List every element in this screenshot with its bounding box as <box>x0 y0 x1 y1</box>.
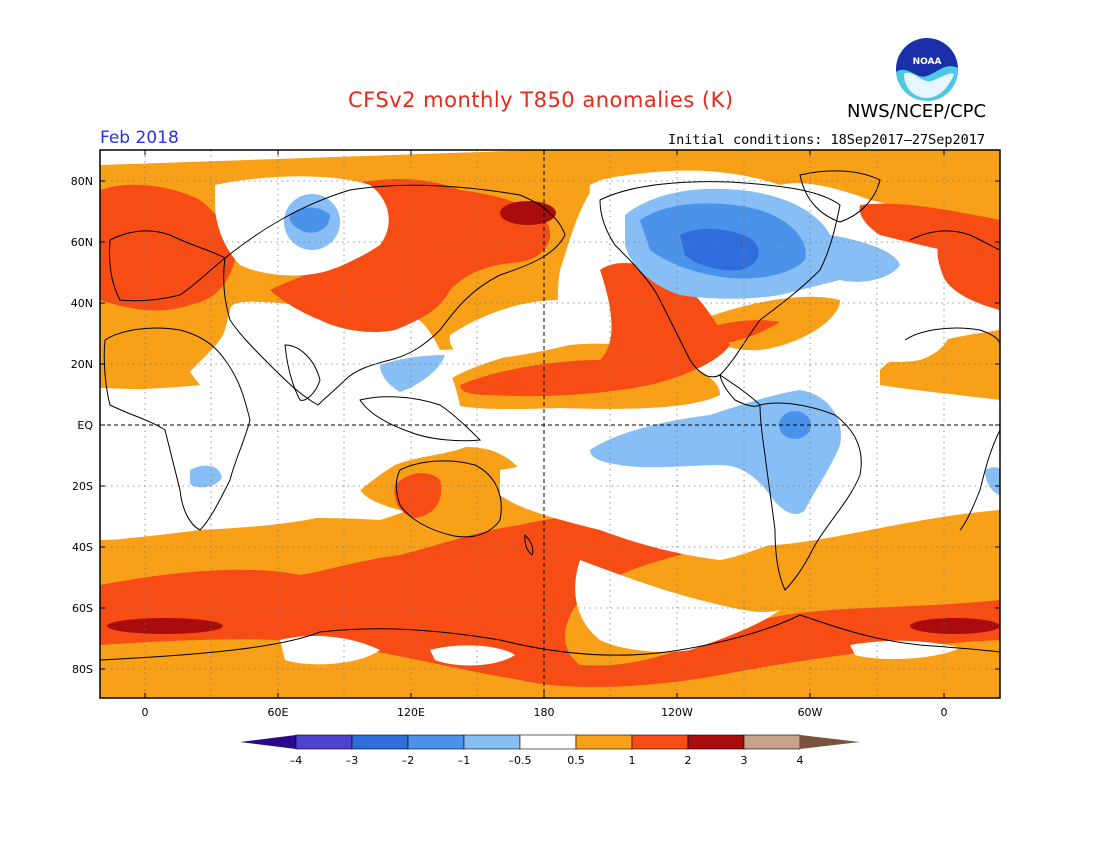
lat-tick-label: 80N <box>71 175 93 188</box>
colorbar-swatch <box>687 734 745 750</box>
colorbar-swatch <box>575 734 633 750</box>
graticule <box>100 150 1000 698</box>
colorbar: –4 –3 –2 –1 –0.5 0.5 1 2 3 4 <box>240 734 860 767</box>
lat-tick-label: EQ <box>77 419 93 432</box>
colorbar-arrow-low <box>240 735 296 749</box>
agency-label: NWS/NCEP/CPC <box>847 101 987 122</box>
plot-frame <box>99 149 1001 699</box>
lat-tick-label: 40N <box>71 297 93 310</box>
lat-ticks <box>100 180 1000 670</box>
colorbar-swatch <box>463 734 521 750</box>
lon-tick-label: 120W <box>661 706 693 719</box>
lon-axis: 0 60E 120E 180 120W 60W 0 <box>142 706 948 719</box>
colorbar-label: –1 <box>458 754 471 767</box>
anomaly-band-neutral <box>100 175 1000 666</box>
lon-tick-label: 60W <box>798 706 823 719</box>
initial-conditions: Initial conditions: 18Sep2017–27Sep2017 <box>668 132 985 148</box>
colorbar-label: –0.5 <box>509 754 532 767</box>
chart-title: CFSv2 monthly T850 anomalies (K) <box>348 88 734 112</box>
lat-tick-label: 60S <box>72 602 93 615</box>
lon-tick-label: 120E <box>397 706 425 719</box>
colorbar-label: 3 <box>741 754 748 767</box>
noaa-logo-text: NOAA <box>913 57 942 67</box>
lat-axis: 80N 60N 40N 20N EQ 20S 40S 60S 80S <box>71 175 94 676</box>
reference-lines <box>100 150 1000 698</box>
lat-tick-label: 80S <box>72 663 93 676</box>
anomaly-band-1-2 <box>100 178 1000 687</box>
colorbar-label: 4 <box>797 754 804 767</box>
colorbar-label: 0.5 <box>567 754 585 767</box>
colorbar-label: –3 <box>346 754 359 767</box>
lon-tick-label: 180 <box>534 706 555 719</box>
lat-tick-label: 20S <box>72 480 93 493</box>
colorbar-swatch <box>743 734 801 750</box>
forecast-period: Feb 2018 <box>100 128 179 148</box>
lat-tick-label: 20N <box>71 358 93 371</box>
colorbar-label: 2 <box>685 754 692 767</box>
lon-tick-label: 0 <box>941 706 948 719</box>
colorbar-label: 1 <box>629 754 636 767</box>
lon-tick-label: 60E <box>268 706 289 719</box>
colorbar-label: –4 <box>290 754 303 767</box>
lon-tick-label: 0 <box>142 706 149 719</box>
colorbar-arrow-high <box>800 735 860 749</box>
colorbar-label: –2 <box>402 754 415 767</box>
colorbar-swatch <box>519 734 577 750</box>
colorbar-swatch <box>351 734 409 750</box>
colorbar-swatch <box>407 734 465 750</box>
colorbar-swatch <box>631 734 689 750</box>
lon-ticks <box>144 150 945 698</box>
anomaly-band-minus2-minus3 <box>680 228 759 271</box>
colorbar-swatch <box>295 734 353 750</box>
noaa-logo: NOAA <box>896 38 959 102</box>
coastlines <box>100 170 1000 661</box>
anomaly-field <box>100 150 1000 698</box>
lat-tick-label: 60N <box>71 236 93 249</box>
lat-tick-label: 40S <box>72 541 93 554</box>
